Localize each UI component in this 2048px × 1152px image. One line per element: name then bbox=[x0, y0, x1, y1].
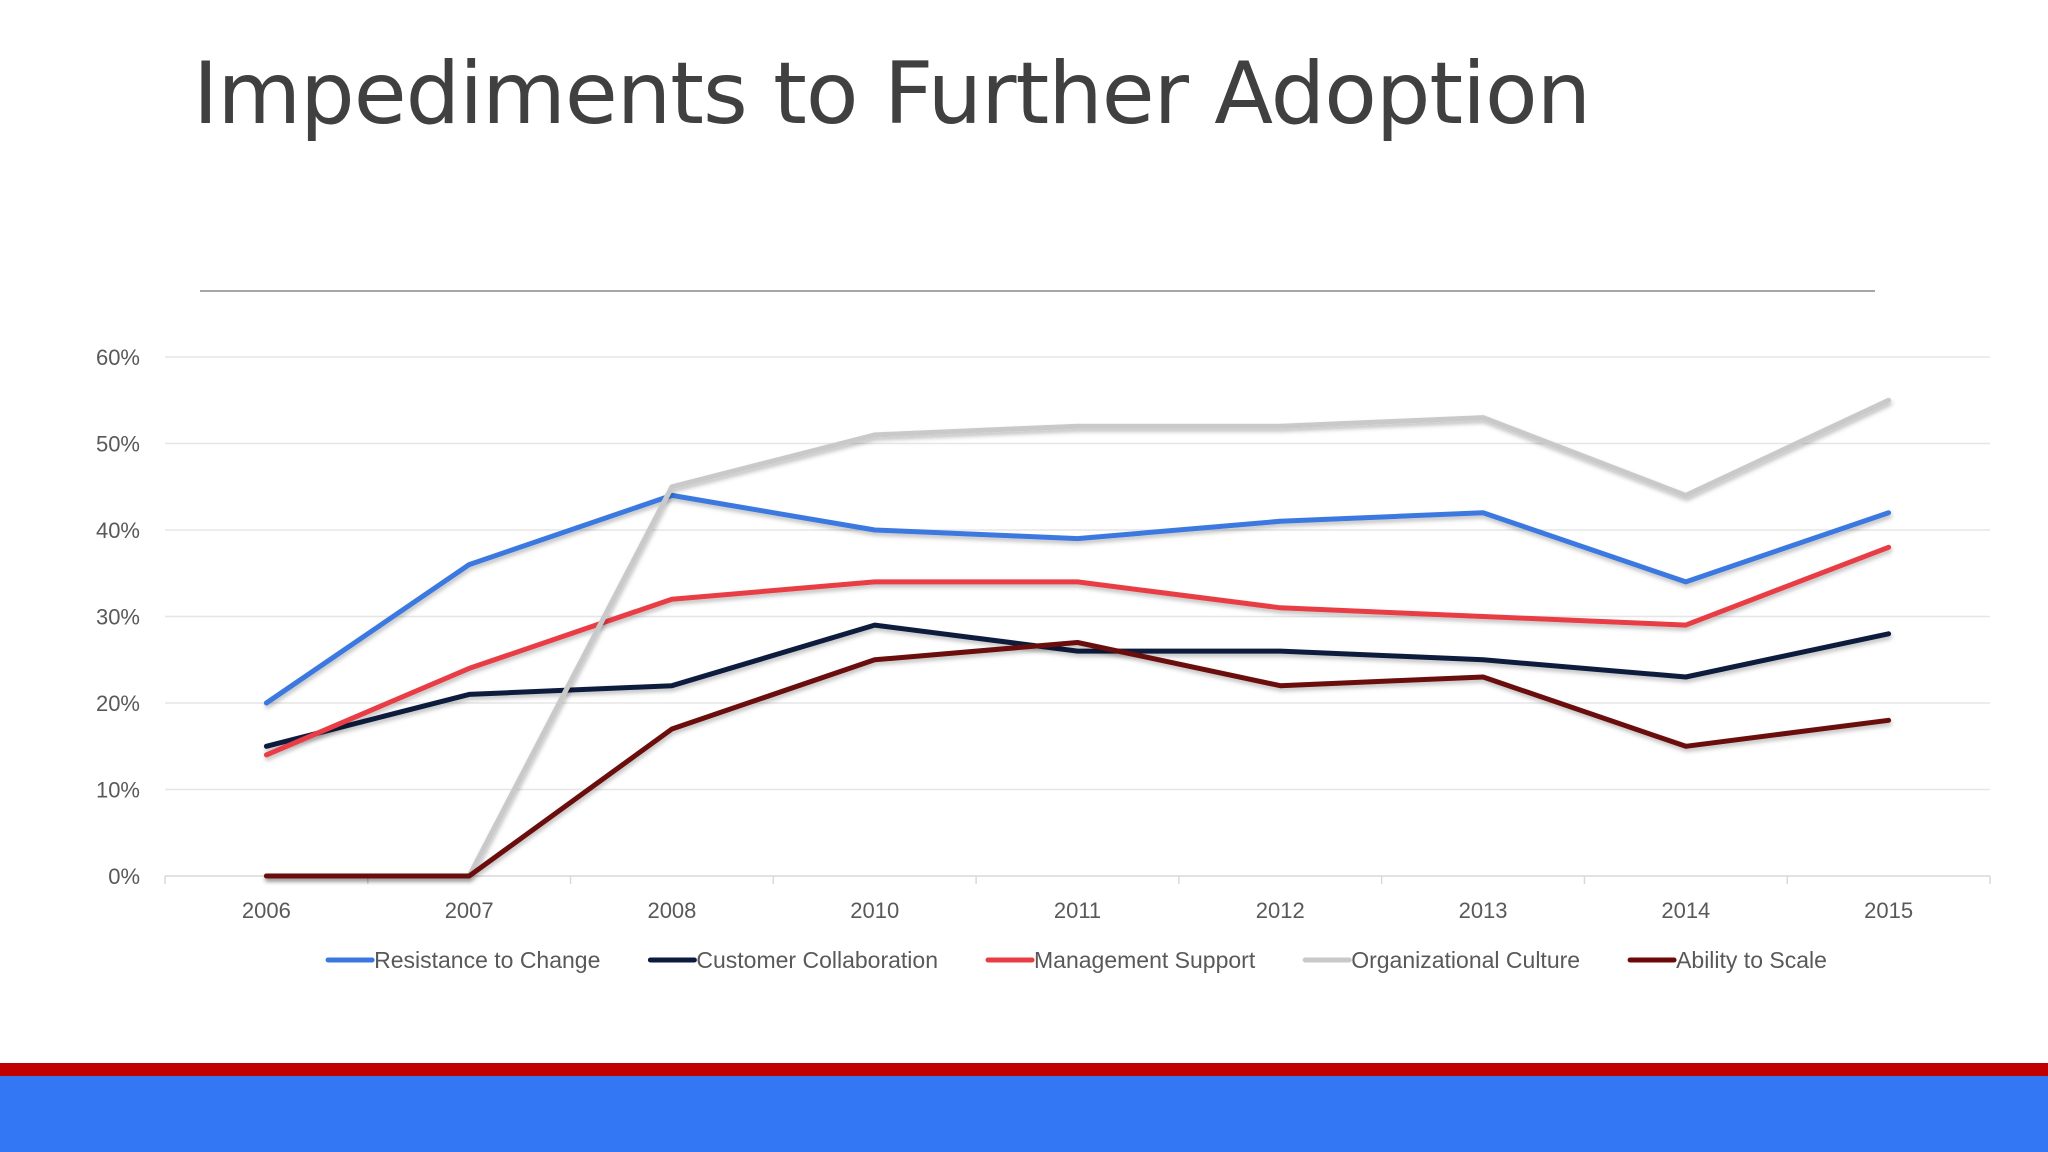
x-tick-label: 2015 bbox=[1864, 898, 1913, 923]
y-tick-label: 20% bbox=[96, 691, 140, 716]
x-tick-label: 2013 bbox=[1459, 898, 1508, 923]
legend-label: Ability to Scale bbox=[1676, 947, 1827, 973]
series-line-management-support bbox=[263, 544, 1892, 758]
legend-label: Customer Collaboration bbox=[696, 947, 938, 973]
series-line-organizational-culture bbox=[263, 397, 1892, 879]
series-line-ability-to-scale bbox=[263, 640, 1892, 879]
chart-gridlines bbox=[165, 356, 1990, 791]
y-axis-ticks: 0% 10% 20% 30% 40% 50% 60% bbox=[96, 345, 140, 889]
legend-label: Management Support bbox=[1034, 947, 1256, 973]
x-tick-label: 2006 bbox=[242, 898, 291, 923]
y-tick-label: 10% bbox=[96, 778, 140, 803]
chart-legend: Resistance to Change Customer Collaborati… bbox=[325, 947, 1827, 973]
x-tick-label: 2011 bbox=[1054, 898, 1101, 923]
x-tick-label: 2010 bbox=[850, 898, 899, 923]
y-tick-label: 40% bbox=[96, 518, 140, 543]
y-tick-label: 60% bbox=[96, 345, 140, 370]
y-tick-label: 0% bbox=[108, 864, 140, 889]
footer-red-stripe bbox=[0, 1063, 2048, 1076]
legend-label: Resistance to Change bbox=[374, 947, 600, 973]
x-tick-label: 2012 bbox=[1256, 898, 1305, 923]
x-axis: 2006 2007 2008 2010 2011 2012 2013 2014 2015 bbox=[164, 875, 1991, 923]
series-line-customer-collaboration bbox=[263, 622, 1892, 749]
x-tick-label: 2014 bbox=[1661, 898, 1710, 923]
title-divider bbox=[200, 290, 1875, 292]
x-tick-label: 2008 bbox=[647, 898, 696, 923]
footer-blue-band bbox=[0, 1076, 2048, 1152]
chart-series bbox=[263, 397, 1892, 879]
series-line-resistance-to-change bbox=[263, 492, 1892, 706]
y-tick-label: 30% bbox=[96, 605, 140, 630]
y-tick-label: 50% bbox=[96, 432, 140, 457]
legend-label: Organizational Culture bbox=[1351, 947, 1580, 973]
slide-title: Impediments to Further Adoption bbox=[193, 44, 1591, 144]
x-tick-label: 2007 bbox=[445, 898, 494, 923]
